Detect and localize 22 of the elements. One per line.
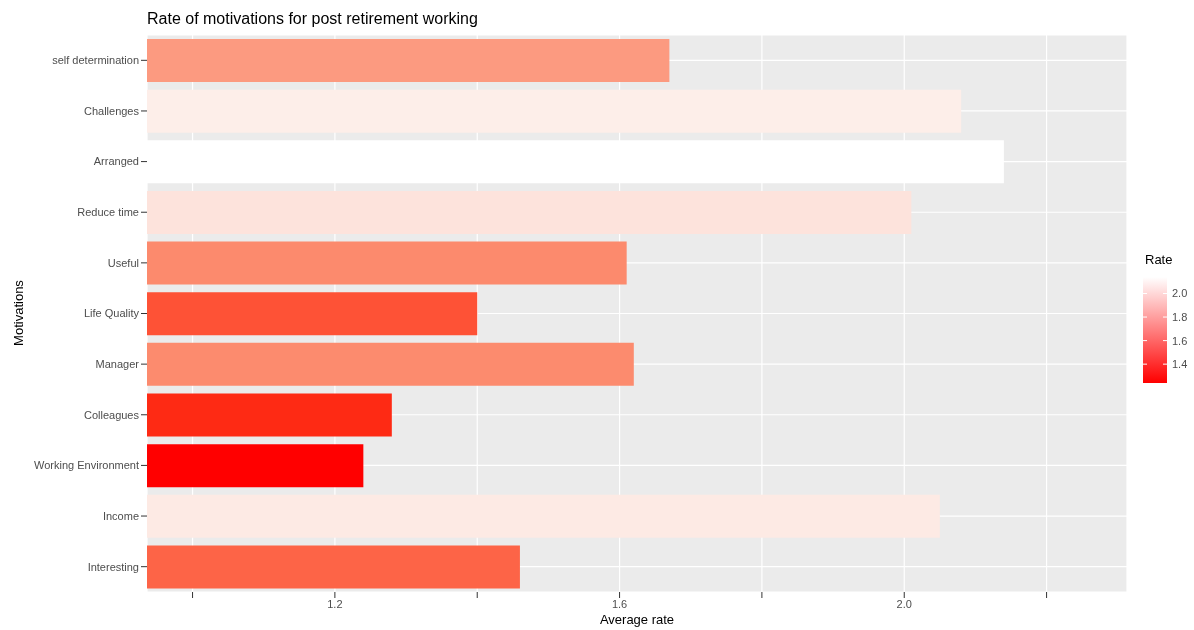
y-tick-label: Useful [107,256,139,269]
x-tick-label: 2.0 [896,597,912,610]
y-tick-label: Life Quality [83,307,140,320]
y-tick-label: Reduce time [77,206,139,219]
color-bar-label: 1.8 [1172,311,1188,324]
y-tick-label: self determination [52,54,139,67]
chart-title: Rate of motivations for post retirement working [147,10,478,28]
y-axis-title: Motivations [10,280,26,346]
x-axis-title: Average rate [598,612,676,627]
y-tick-label: Working Environment [34,459,139,472]
y-tick-label: Arranged [93,155,139,168]
x-tick-label: 1.2 [327,597,343,610]
color-bar-title: Rate [1145,252,1173,267]
x-tick-label: 1.6 [611,597,628,610]
y-tick-label: Income [102,509,139,522]
color-bar-label: 2.0 [1172,287,1188,300]
y-tick-label: Challenges [83,104,140,117]
color-bar-label: 1.4 [1172,358,1188,371]
color-bar-label: 1.6 [1172,334,1188,347]
y-tick-label: Manager [95,358,140,371]
y-tick-label: Colleagues [83,408,140,421]
y-tick-label: Interesting [87,560,139,573]
